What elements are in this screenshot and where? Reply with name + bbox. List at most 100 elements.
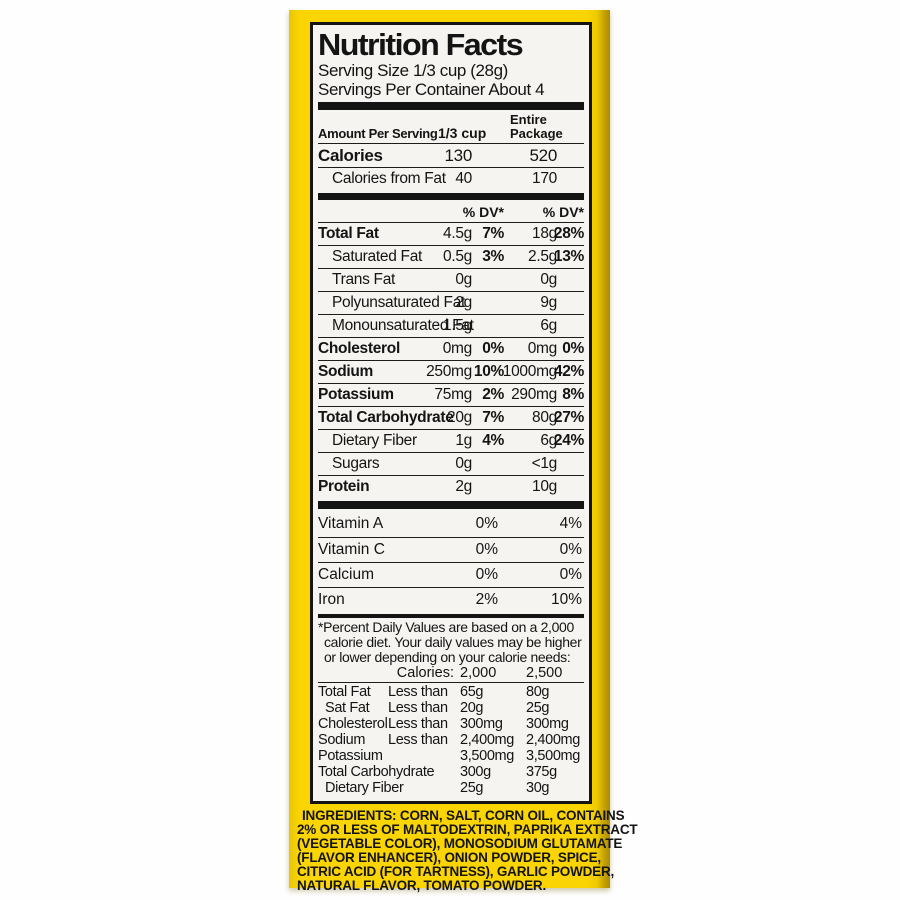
vitamin-a-dv-package: 4% xyxy=(559,515,582,532)
footnote-potassium-row: Potassium 3,500mg 3,500mg xyxy=(318,748,584,765)
vitamin-c-label: Vitamin C xyxy=(318,541,385,558)
footnote-total-fat-2000: 65g xyxy=(460,684,484,700)
footnote-total-fat-row: Total Fat Less than 65g 80g xyxy=(318,684,584,701)
potassium-dv-package: 8% xyxy=(562,386,584,403)
dietary-fiber-amount-package: 6g xyxy=(540,432,557,449)
vitamin-c-dv-serving: 0% xyxy=(475,541,498,558)
protein-label: Protein xyxy=(318,478,370,495)
ingredients-line: (FLAVOR ENHANCER), ONION POWDER, SPICE, xyxy=(297,849,601,865)
sugars-amount-package: <1g xyxy=(531,455,558,472)
potassium-dv-serving: 2% xyxy=(482,386,504,403)
footnote-line: calorie diet. Your daily values may be h… xyxy=(324,634,582,650)
vitamin-c-row: Vitamin C 0% 0% xyxy=(318,537,584,562)
vitamin-a-label: Vitamin A xyxy=(318,515,384,532)
saturated-fat-amount-serving: 0.5g xyxy=(443,248,472,265)
sugars-row: Sugars 0g <1g xyxy=(318,452,584,475)
footnote-sat-fat-row: Sat Fat Less than 20g 25g xyxy=(318,700,584,717)
monounsaturated-fat-label: Monounsaturated Fat xyxy=(332,317,474,334)
footnote-line: *Percent Daily Values are based on a 2,0… xyxy=(318,619,574,635)
saturated-fat-dv-package: 13% xyxy=(553,248,584,265)
calories-from-fat-serving-value: 40 xyxy=(455,170,472,187)
total-carbohydrate-row: Total Carbohydrate 20g 7% 80g 27% xyxy=(318,406,584,429)
calcium-dv-package: 0% xyxy=(559,566,582,583)
nutrition-facts-label: Nutrition Facts Serving Size 1/3 cup (28… xyxy=(310,22,592,804)
total-fat-row: Total Fat 4.5g 7% 18g 28% xyxy=(318,222,584,245)
ingredients-line: 2% OR LESS OF MALTODEXTRIN, PAPRIKA EXTR… xyxy=(297,821,638,837)
footnote-2000-column-header: 2,000 xyxy=(460,665,497,681)
less-than-text: Less than xyxy=(388,732,448,748)
ingredients-line: NATURAL FLAVOR, TOMATO POWDER. xyxy=(297,877,546,893)
daily-values-footnote: *Percent Daily Values are based on a 2,0… xyxy=(318,620,584,665)
calories-from-fat-package-value: 170 xyxy=(532,170,557,187)
total-carbohydrate-amount-serving: 20g xyxy=(447,409,472,426)
sugars-label: Sugars xyxy=(332,455,380,472)
total-carbohydrate-label: Total Carbohydrate xyxy=(318,409,454,426)
dietary-fiber-amount-serving: 1g xyxy=(455,432,472,449)
total-carbohydrate-amount-package: 80g xyxy=(532,409,557,426)
footnote-dietary-fiber-2500: 30g xyxy=(526,780,550,796)
serving-size-text: Serving Size 1/3 cup (28g) xyxy=(318,61,508,80)
sodium-amount-package: 1000mg xyxy=(502,363,558,380)
medium-divider xyxy=(318,614,584,618)
iron-dv-serving: 2% xyxy=(475,591,498,608)
saturated-fat-dv-serving: 3% xyxy=(482,248,504,265)
dietary-fiber-row: Dietary Fiber 1g 4% 6g 24% xyxy=(318,429,584,452)
sodium-amount-serving: 250mg xyxy=(426,363,472,380)
trans-fat-label: Trans Fat xyxy=(332,271,396,288)
less-than-text: Less than xyxy=(388,716,448,732)
calories-row: Calories 130 520 xyxy=(318,143,584,167)
protein-amount-package: 10g xyxy=(532,478,557,495)
footnote-total-fat-label: Total Fat xyxy=(318,684,371,700)
saturated-fat-row: Saturated Fat 0.5g 3% 2.5g 13% xyxy=(318,245,584,268)
package-column-header: Entire Package xyxy=(510,112,563,141)
footnote-line: or lower depending on your calorie needs… xyxy=(324,649,571,665)
footnote-potassium-2500: 3,500mg xyxy=(526,748,580,764)
ingredients-line: CITRIC ACID (FOR TARTNESS), GARLIC POWDE… xyxy=(297,863,615,879)
polyunsaturated-fat-label: Polyunsaturated Fat xyxy=(332,294,466,311)
footnote-dietary-fiber-row: Dietary Fiber 25g 30g xyxy=(318,780,584,797)
vitamin-a-dv-serving: 0% xyxy=(475,515,498,532)
calcium-label: Calcium xyxy=(318,566,374,583)
footnote-total-carbohydrate-2500: 375g xyxy=(526,764,557,780)
cholesterol-dv-serving: 0% xyxy=(482,340,504,357)
footnote-2500-column-header: 2,500 xyxy=(526,665,563,681)
footnote-cholesterol-2500: 300mg xyxy=(526,716,569,732)
footnote-potassium-2000: 3,500mg xyxy=(460,748,514,764)
dietary-fiber-dv-serving: 4% xyxy=(482,432,504,449)
protein-amount-serving: 2g xyxy=(455,478,472,495)
footnote-cholesterol-label: Cholesterol xyxy=(318,716,388,732)
percent-dv-header-package: % DV* xyxy=(542,204,584,220)
footnote-sodium-row: Sodium Less than 2,400mg 2,400mg xyxy=(318,732,584,749)
trans-fat-row: Trans Fat 0g 0g xyxy=(318,268,584,291)
total-fat-dv-package: 28% xyxy=(553,225,584,242)
monounsaturated-fat-row: Monounsaturated Fat 1.5g 6g xyxy=(318,314,584,337)
potassium-label: Potassium xyxy=(318,386,394,403)
monounsaturated-fat-amount-package: 6g xyxy=(540,317,557,334)
footnote-dietary-fiber-label: Dietary Fiber xyxy=(325,780,404,796)
trans-fat-amount-package: 0g xyxy=(540,271,557,288)
iron-label: Iron xyxy=(318,591,345,608)
potassium-row: Potassium 75mg 2% 290mg 8% xyxy=(318,383,584,406)
iron-dv-package: 10% xyxy=(550,591,582,608)
dietary-fiber-dv-package: 24% xyxy=(553,432,584,449)
calories-serving-value: 130 xyxy=(444,146,473,165)
calories-label: Calories xyxy=(318,146,383,165)
sodium-dv-package: 42% xyxy=(553,363,584,380)
dietary-fiber-label: Dietary Fiber xyxy=(332,432,417,449)
percent-dv-header-row: % DV* % DV* xyxy=(318,203,584,222)
cholesterol-amount-serving: 0mg xyxy=(442,340,473,357)
footnote-cholesterol-2000: 300mg xyxy=(460,716,503,732)
footnote-total-carbohydrate-label: Total Carbohydrate xyxy=(318,764,435,780)
total-carbohydrate-dv-serving: 7% xyxy=(482,409,504,426)
cholesterol-amount-package: 0mg xyxy=(527,340,558,357)
footnote-sat-fat-label: Sat Fat xyxy=(325,700,370,716)
total-fat-amount-package: 18g xyxy=(532,225,557,242)
total-carbohydrate-dv-package: 27% xyxy=(553,409,584,426)
footnote-sat-fat-2500: 25g xyxy=(526,700,550,716)
trans-fat-amount-serving: 0g xyxy=(455,271,472,288)
monounsaturated-fat-amount-serving: 1.5g xyxy=(443,317,472,334)
thick-divider xyxy=(318,193,584,200)
total-fat-dv-serving: 7% xyxy=(482,225,504,242)
sodium-row: Sodium 250mg 10% 1000mg 42% xyxy=(318,360,584,383)
